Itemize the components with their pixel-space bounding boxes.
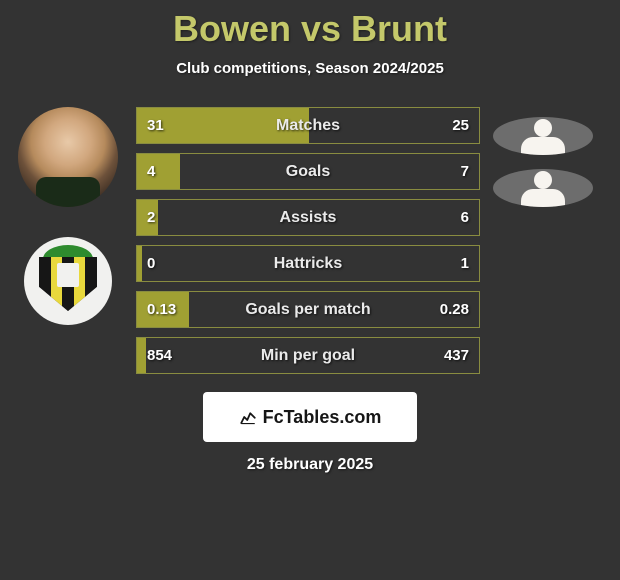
- stat-value-right: 437: [444, 338, 469, 373]
- stat-value-left: 0.13: [147, 292, 176, 327]
- club-silhouette: [493, 169, 593, 207]
- stat-value-right: 1: [461, 246, 469, 281]
- chart-icon: [239, 408, 257, 426]
- stat-row: 4 7Goals: [136, 153, 480, 190]
- right-column: [488, 117, 598, 207]
- stat-row: 854 437Min per goal: [136, 337, 480, 374]
- stat-value-left: 31: [147, 108, 164, 143]
- stat-value-right: 7: [461, 154, 469, 189]
- stat-row: 2 6Assists: [136, 199, 480, 236]
- bar-left: [137, 246, 142, 281]
- player-silhouette: [493, 117, 593, 155]
- stat-value-left: 2: [147, 200, 155, 235]
- date: 25 february 2025: [0, 456, 620, 474]
- stats-rows: 3125Matches47Goals26Assists01Hattricks0.…: [136, 107, 480, 374]
- stat-label: Assists: [137, 200, 479, 235]
- stat-label: Hattricks: [137, 246, 479, 281]
- comparison-card: Bowen vs Brunt Club competitions, Season…: [0, 0, 620, 580]
- subtitle: Club competitions, Season 2024/2025: [0, 60, 620, 77]
- stat-row: 0.130.28Goals per match: [136, 291, 480, 328]
- stat-value-right: 6: [461, 200, 469, 235]
- brand-badge[interactable]: FcTables.com: [203, 392, 417, 442]
- bar-left: [137, 338, 146, 373]
- stat-value-left: 0: [147, 246, 155, 281]
- title: Bowen vs Brunt: [0, 0, 620, 50]
- stat-row: 3125Matches: [136, 107, 480, 144]
- main: 3125Matches47Goals26Assists01Hattricks0.…: [0, 107, 620, 374]
- stat-value-left: 4: [147, 154, 155, 189]
- stat-row: 0 1Hattricks: [136, 245, 480, 282]
- player-avatar: [18, 107, 118, 207]
- brand-text: FcTables.com: [263, 407, 382, 428]
- stat-label: Min per goal: [137, 338, 479, 373]
- stat-label: Goals: [137, 154, 479, 189]
- stat-value-right: 0.28: [440, 292, 469, 327]
- bar-left: [137, 154, 180, 189]
- left-column: [8, 107, 128, 325]
- stat-value-right: 25: [452, 108, 469, 143]
- club-badge-inner: [32, 245, 104, 317]
- club-badge: [24, 237, 112, 325]
- stat-value-left: 854: [147, 338, 172, 373]
